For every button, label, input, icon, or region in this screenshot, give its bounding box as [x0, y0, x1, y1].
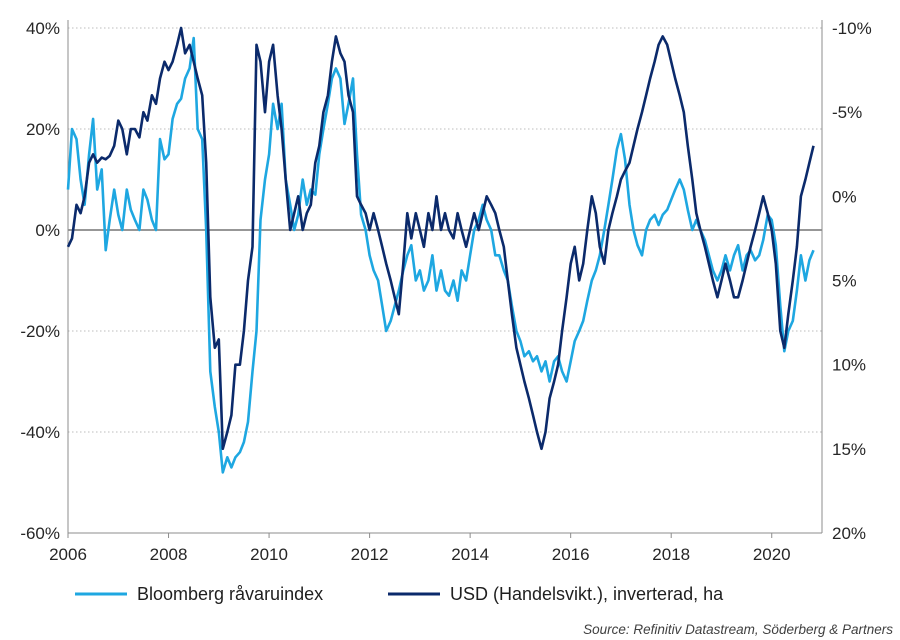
- x-axis-ticks: 2006 2008 2010 2012 2014 2016 2018 2020: [49, 533, 791, 564]
- x-tick-label: 2012: [351, 545, 389, 564]
- left-tick-label: 20%: [26, 120, 60, 139]
- right-tick-label: 5%: [832, 272, 857, 291]
- legend: Bloomberg råvaruindex USD (Handelsvikt.),…: [75, 584, 724, 604]
- x-tick-label: 2018: [652, 545, 690, 564]
- x-tick-label: 2016: [552, 545, 590, 564]
- left-axis-ticks: 40% 20% 0% -20% -40% -60%: [20, 19, 60, 543]
- axes: [67, 20, 823, 534]
- right-tick-label: 20%: [832, 524, 866, 543]
- right-tick-label: 15%: [832, 440, 866, 459]
- left-tick-label: -60%: [20, 524, 60, 543]
- right-tick-label: 0%: [832, 187, 857, 206]
- right-tick-label: -10%: [832, 19, 872, 38]
- x-tick-label: 2014: [451, 545, 489, 564]
- x-tick-label: 2020: [753, 545, 791, 564]
- right-tick-label: 10%: [832, 356, 866, 375]
- legend-label-1: Bloomberg råvaruindex: [137, 584, 323, 604]
- x-tick-label: 2008: [150, 545, 188, 564]
- series-line-2: [66, 26, 815, 451]
- left-tick-label: -20%: [20, 322, 60, 341]
- left-tick-label: -40%: [20, 423, 60, 442]
- right-tick-label: -5%: [832, 103, 862, 122]
- series-layer: [66, 26, 815, 474]
- x-tick-label: 2006: [49, 545, 87, 564]
- right-axis-ticks: -10% -5% 0% 5% 10% 15% 20%: [832, 19, 872, 543]
- legend-label-2: USD (Handelsvikt.), inverterad, ha: [450, 584, 724, 604]
- source-note: Source: Refinitiv Datastream, Söderberg …: [583, 622, 893, 637]
- x-tick-label: 2010: [250, 545, 288, 564]
- left-tick-label: 0%: [35, 221, 60, 240]
- left-tick-label: 40%: [26, 19, 60, 38]
- grid: [68, 27, 822, 433]
- series-line-1: [66, 36, 815, 474]
